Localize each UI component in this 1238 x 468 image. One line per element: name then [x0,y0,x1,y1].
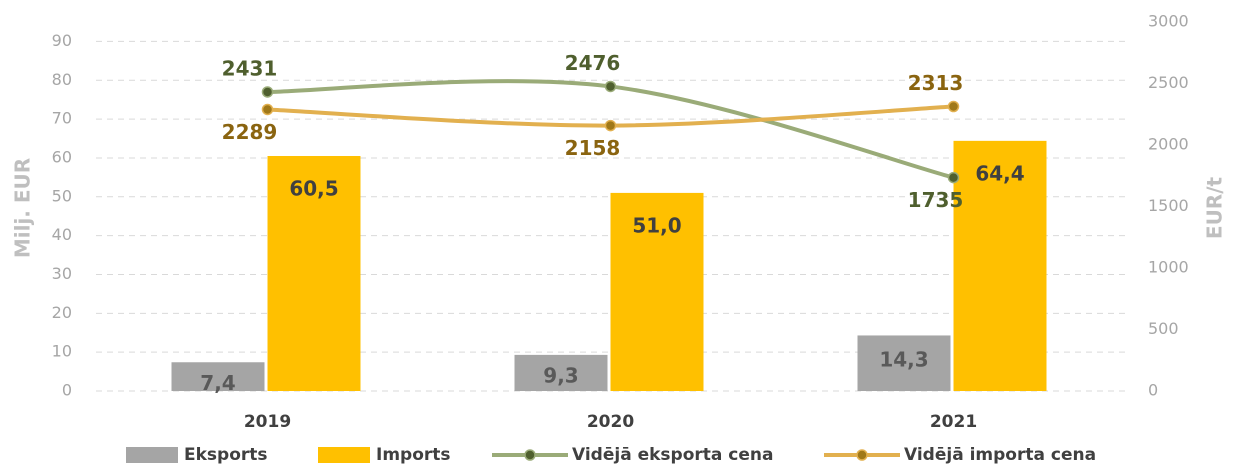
y2-tick-label: 1000 [1148,258,1189,277]
legend-swatch [126,447,178,463]
bar [953,140,1047,391]
line-marker [261,86,274,98]
line-marker [261,103,274,116]
y-tick-label: 0 [62,381,72,400]
bar [610,192,704,391]
line-marker [604,119,617,132]
line-label: 2289 [222,120,278,144]
bar [171,362,265,391]
legend-marker [524,449,536,461]
bar-label: 14,3 [879,348,928,372]
legend-label: Eksports [184,445,268,465]
y-axis-title: Milj. EUR [11,158,35,258]
bar-label: 51,0 [632,213,681,237]
y2-tick-label: 2500 [1148,73,1189,92]
line-label: 2476 [565,51,621,75]
y2-tick-label: 1500 [1148,196,1189,215]
bar [857,335,951,391]
line-label: 2431 [222,56,278,80]
y-tick-label: 20 [52,303,72,322]
y-tick-label: 30 [52,264,72,283]
y2-tick-label: 2000 [1148,135,1189,154]
line-marker [604,80,617,93]
y2-tick-label: 3000 [1148,12,1189,31]
y-tick-label: 80 [52,70,72,89]
x-tick-label: 2021 [930,412,977,432]
bar-label: 64,4 [975,161,1024,185]
legend-label: Vidējā importa cena [904,445,1096,465]
line-label: 2158 [565,136,621,160]
bar-label: 9,3 [543,363,578,387]
line-marker [947,100,960,113]
line-label: 2313 [908,71,964,95]
y2-tick-label: 0 [1148,381,1158,400]
x-tick-label: 2020 [587,412,634,432]
bar [267,156,361,391]
y-tick-label: 10 [52,342,72,361]
bar-label: 7,4 [200,371,235,395]
legend-swatch [318,447,370,463]
bar [514,354,608,391]
legend-label: Imports [376,445,451,465]
legend-label: Vidējā eksporta cena [572,445,774,465]
y-tick-label: 40 [52,225,72,244]
y2-axis-title: EUR/t [1203,176,1227,239]
y-tick-label: 60 [52,147,72,166]
x-tick-label: 2019 [244,412,291,432]
bar-label: 60,5 [289,177,338,201]
y-tick-label: 70 [52,109,72,128]
y-tick-label: 50 [52,186,72,205]
line-label: 1735 [908,188,964,212]
legend-marker [856,449,868,461]
line-marker [947,171,960,184]
y-tick-label: 90 [52,31,72,50]
y2-tick-label: 500 [1148,319,1179,338]
